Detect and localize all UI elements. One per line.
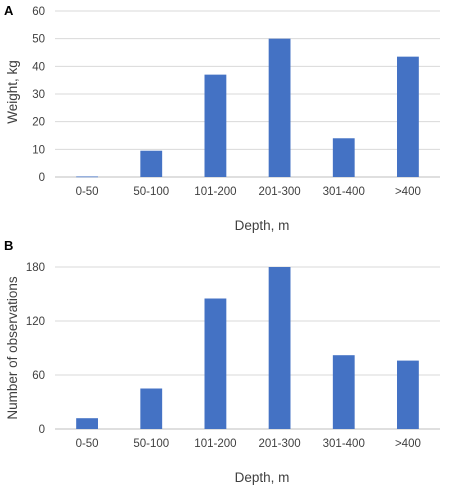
a-x-tick-label: 50-100	[133, 186, 169, 198]
b-y-tick-label: 120	[26, 316, 45, 328]
panel-b-bars	[76, 267, 419, 429]
b-bar	[140, 388, 163, 429]
b-x-tick-label: 0-50	[76, 438, 99, 450]
a-x-tick-label: 301-400	[323, 186, 365, 198]
b-bar	[268, 267, 291, 429]
b-bar	[397, 360, 419, 429]
panel-a: A Weight, kg 0 10 20 30 40 50 60 0-50 50-100 101…	[4, 3, 440, 233]
a-y-tick-label: 60	[32, 6, 45, 18]
a-y-tick-label: 20	[32, 117, 45, 129]
panel-b: B Number of observations 0 60 120 180 0-50 5…	[4, 238, 440, 485]
a-x-tick-label: 201-300	[258, 186, 300, 198]
panel-b-y-ticks: 0 60 120 180	[26, 262, 45, 436]
a-bar	[332, 138, 355, 177]
panel-b-x-ticks: 0-50 50-100 101-200 201-300 301-400 >400	[76, 438, 421, 450]
panel-a-x-ticks: 0-50 50-100 101-200 201-300 301-400 >400	[76, 186, 421, 198]
a-y-tick-label: 40	[32, 61, 45, 73]
b-y-tick-label: 60	[32, 370, 45, 382]
panel-a-y-axis-label: Weight, kg	[5, 60, 20, 124]
a-y-tick-label: 50	[32, 34, 45, 46]
b-bar	[76, 418, 98, 429]
a-bar	[268, 38, 291, 177]
a-bar	[397, 56, 419, 177]
panel-a-gridlines	[55, 10, 440, 178]
panel-b-y-axis-label: Number of observations	[5, 276, 20, 420]
a-y-tick-label: 30	[32, 89, 45, 101]
a-bar	[204, 74, 227, 177]
a-bar	[76, 176, 98, 178]
panel-a-letter: A	[4, 3, 14, 18]
b-x-tick-label: 201-300	[258, 438, 300, 450]
a-y-tick-label: 10	[32, 144, 45, 156]
panel-a-x-axis-label: Depth, m	[235, 218, 290, 233]
b-bar	[204, 298, 227, 429]
a-x-tick-label: 0-50	[76, 186, 99, 198]
a-x-tick-label: >400	[395, 186, 421, 198]
b-y-tick-label: 180	[26, 262, 45, 274]
b-bar	[332, 355, 355, 429]
a-y-tick-label: 0	[39, 172, 45, 184]
b-y-tick-label: 0	[39, 424, 45, 436]
a-bar	[140, 150, 163, 177]
panel-b-x-axis-label: Depth, m	[235, 470, 290, 485]
b-x-tick-label: 101-200	[194, 438, 236, 450]
a-x-tick-label: 101-200	[194, 186, 236, 198]
panel-a-y-ticks: 0 10 20 30 40 50 60	[32, 6, 45, 184]
panel-a-bars	[76, 38, 419, 178]
b-x-tick-label: >400	[395, 438, 421, 450]
panel-b-gridlines	[55, 266, 440, 430]
panel-b-letter: B	[4, 238, 13, 253]
b-x-tick-label: 301-400	[323, 438, 365, 450]
b-x-tick-label: 50-100	[133, 438, 169, 450]
